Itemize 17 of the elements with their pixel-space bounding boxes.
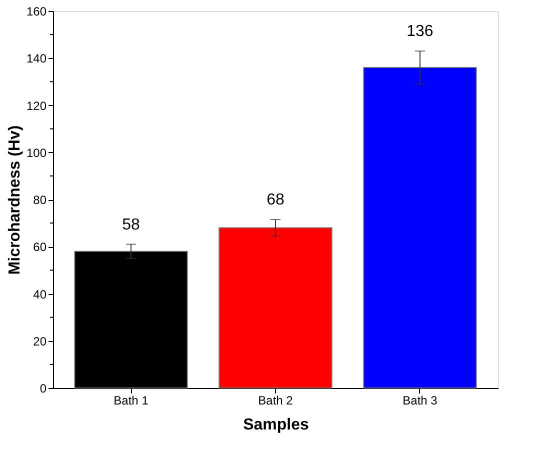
y-tick-label: 100 <box>26 146 47 160</box>
y-axis-title: Microhardness (Hv) <box>6 125 24 275</box>
y-tick-label: 20 <box>33 334 47 348</box>
x-axis-title: Samples <box>243 416 310 434</box>
data-label: 136 <box>406 23 434 40</box>
y-tick-label: 140 <box>26 52 47 66</box>
y-tick-label: 120 <box>26 98 47 113</box>
x-tick-label: Bath 2 <box>258 394 294 408</box>
y-tick-label: 40 <box>33 287 47 302</box>
data-label: 58 <box>122 216 140 234</box>
y-tick-label: 160 <box>26 4 47 18</box>
data-label: 68 <box>266 192 284 209</box>
x-tick-label: Bath 1 <box>114 394 149 408</box>
y-tick-label: 80 <box>33 193 47 207</box>
y-tick-label: 60 <box>33 240 47 254</box>
x-tick-label: Bath 3 <box>402 394 438 408</box>
y-tick-label: 0 <box>40 382 47 396</box>
